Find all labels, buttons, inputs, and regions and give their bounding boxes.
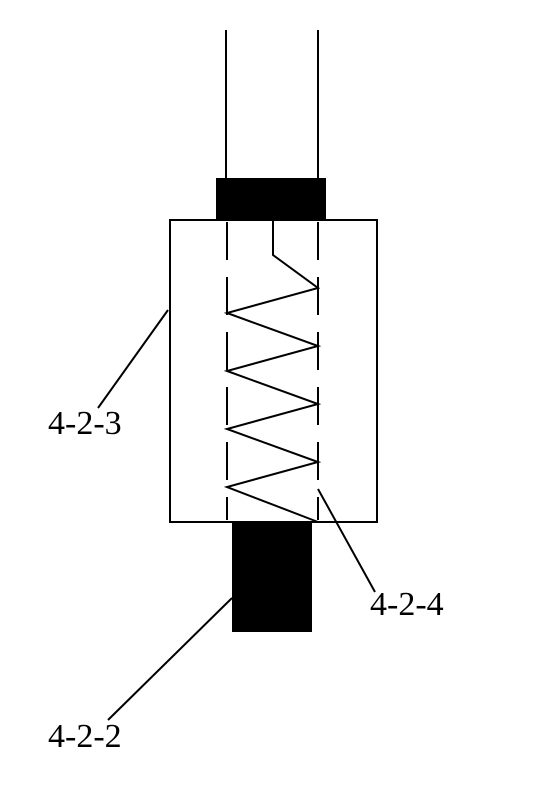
leader-spring (318, 489, 375, 592)
label-spring: 4-2-4 (370, 586, 444, 624)
technical-diagram: 4-2-3 4-2-2 4-2-4 (0, 0, 547, 803)
spring-coil (227, 220, 318, 522)
top-block (216, 178, 326, 220)
leader-bottom-block (108, 598, 232, 720)
bottom-block (232, 522, 312, 632)
label-bottom-block: 4-2-2 (48, 718, 122, 756)
diagram-svg (0, 0, 547, 803)
leader-outer-sleeve (98, 310, 168, 408)
label-outer-sleeve: 4-2-3 (48, 405, 122, 443)
outer-sleeve (170, 220, 377, 522)
